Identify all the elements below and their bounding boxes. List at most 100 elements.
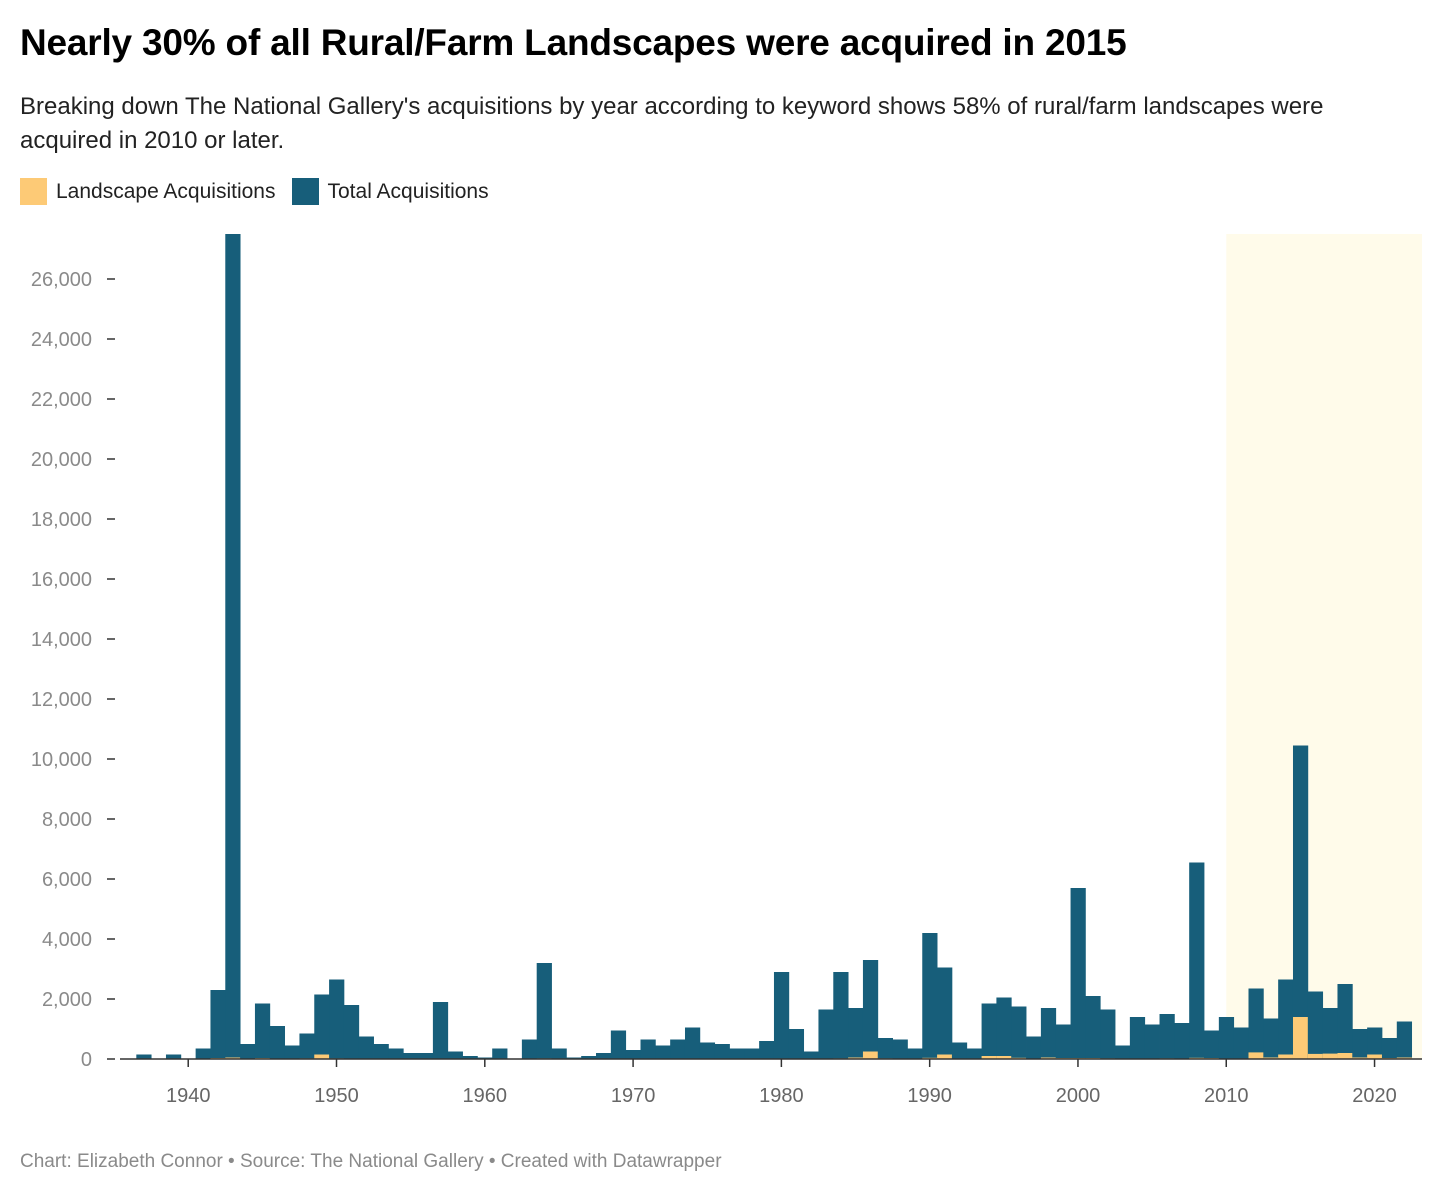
x-tick-label-1940: 1940 [166,1085,211,1107]
bar-landscape-2016 [1307,1053,1324,1059]
bar-total-1970 [625,1050,641,1059]
bar-total-1971 [640,1039,656,1059]
bar-total-1956 [418,1053,434,1059]
bar-total-1939 [165,1054,182,1059]
bar-total-1948 [299,1033,315,1059]
bar-total-1974 [684,1027,701,1059]
bar-total-1994 [981,1003,997,1059]
bar-total-1972 [655,1045,671,1059]
bar-total-1958 [447,1051,463,1059]
bar-total-1937 [136,1054,152,1059]
bar-total-2016 [1307,991,1324,1059]
bar-total-1951 [343,1005,360,1059]
legend-label-total: Total Acquisitions [327,179,489,203]
bar-total-1990 [922,933,938,1059]
bar-total-2007 [1174,1023,1190,1059]
bar-total-1995 [996,997,1012,1059]
bar-total-2019 [1352,1029,1368,1059]
bar-total-2014 [1278,979,1294,1059]
y-tick-label-14000: 14,000 [31,629,92,651]
y-tick-label-12000: 12,000 [31,689,92,711]
legend-swatch-total [291,178,319,205]
bar-total-1954 [388,1048,404,1059]
x-tick-label-2010: 2010 [1204,1085,1249,1107]
y-tick-label-26000: 26,000 [31,269,92,291]
x-tick-label-1960: 1960 [463,1085,508,1107]
bar-total-1973 [670,1039,686,1059]
x-tick-label-1980: 1980 [759,1085,804,1107]
bar-total-1965 [551,1048,567,1059]
x-tick-label-1970: 1970 [611,1085,656,1107]
bar-total-1997 [1026,1036,1042,1059]
bar-total-1963 [521,1039,538,1059]
chart-title: Nearly 30% of all Rural/Farm Landscapes … [20,22,1127,63]
bar-total-2006 [1159,1014,1175,1059]
bar-total-1949 [314,994,330,1059]
bar-total-2001 [1085,996,1101,1059]
x-tick-label-1950: 1950 [314,1085,359,1107]
chart-subtitle: Breaking down The National Gallery's acq… [20,93,1324,154]
y-tick-label-2000: 2,000 [42,989,92,1011]
bar-total-1967 [581,1056,597,1059]
bar-total-1976 [714,1044,730,1059]
bar-total-2015 [1292,745,1309,1059]
bar-landscape-1949 [314,1054,330,1059]
y-tick-label-22000: 22,000 [31,389,92,411]
bar-total-2003 [1115,1045,1131,1059]
bar-landscape-2020 [1367,1054,1383,1059]
bar-total-2017 [1322,1008,1338,1059]
bar-total-1964 [536,963,552,1059]
y-tick-label-18000: 18,000 [31,509,92,531]
bar-landscape-2017 [1322,1053,1338,1059]
bar-total-1968 [596,1053,612,1059]
bar-landscape-1995 [996,1056,1012,1059]
bar-total-1981 [788,1029,805,1059]
bar-landscape-1991 [937,1054,953,1059]
bar-landscape-2018 [1337,1053,1353,1059]
bar-total-1944 [240,1044,256,1059]
y-tick-label-8000: 8,000 [42,809,92,831]
bar-total-1945 [254,1003,271,1059]
bar-total-1999 [1055,1024,1071,1059]
y-tick-label-20000: 20,000 [31,449,92,471]
bar-total-2020 [1367,1027,1383,1059]
bar-total-1943 [225,234,241,1059]
bar-total-1985 [848,1008,864,1059]
bar-total-1983 [818,1009,834,1059]
bar-total-1961 [492,1048,508,1059]
bar-total-1991 [937,967,953,1059]
bar-total-1992 [951,1042,968,1059]
bar-total-1996 [1011,1006,1027,1059]
bar-total-1959 [462,1056,478,1059]
bar-total-1942 [210,990,226,1059]
bar-total-1980 [773,972,790,1059]
bar-total-1987 [877,1038,893,1059]
bar-total-1982 [803,1051,819,1059]
bar-landscape-1986 [862,1051,879,1059]
bar-total-2004 [1129,1017,1146,1059]
y-tick-label-0: 0 [81,1049,92,1071]
y-tick-label-6000: 6,000 [42,869,92,891]
bar-total-2000 [1070,888,1086,1059]
legend-swatch-landscape [20,178,47,205]
bar-total-1986 [862,960,879,1059]
legend-label-landscape: Landscape Acquisitions [56,179,276,203]
bar-total-1975 [699,1042,716,1059]
y-tick-label-4000: 4,000 [42,929,92,951]
bar-total-2013 [1263,1018,1279,1059]
bar-total-1989 [907,1048,923,1059]
legend: Landscape Acquisitions Total Acquisition… [20,178,505,205]
bar-total-2005 [1144,1024,1160,1059]
bar-total-2011 [1233,1027,1249,1059]
x-tick-label-2020: 2020 [1352,1085,1397,1107]
x-tick-label-1990: 1990 [907,1085,952,1107]
bar-landscape-2015 [1292,1017,1309,1059]
bar-total-2018 [1337,984,1353,1059]
bar-total-2009 [1204,1030,1220,1059]
bar-total-1978 [744,1048,760,1059]
bar-total-1969 [610,1030,627,1059]
bar-total-2010 [1218,1017,1235,1059]
bar-total-1998 [1040,1008,1057,1059]
bar-total-1977 [729,1048,745,1059]
